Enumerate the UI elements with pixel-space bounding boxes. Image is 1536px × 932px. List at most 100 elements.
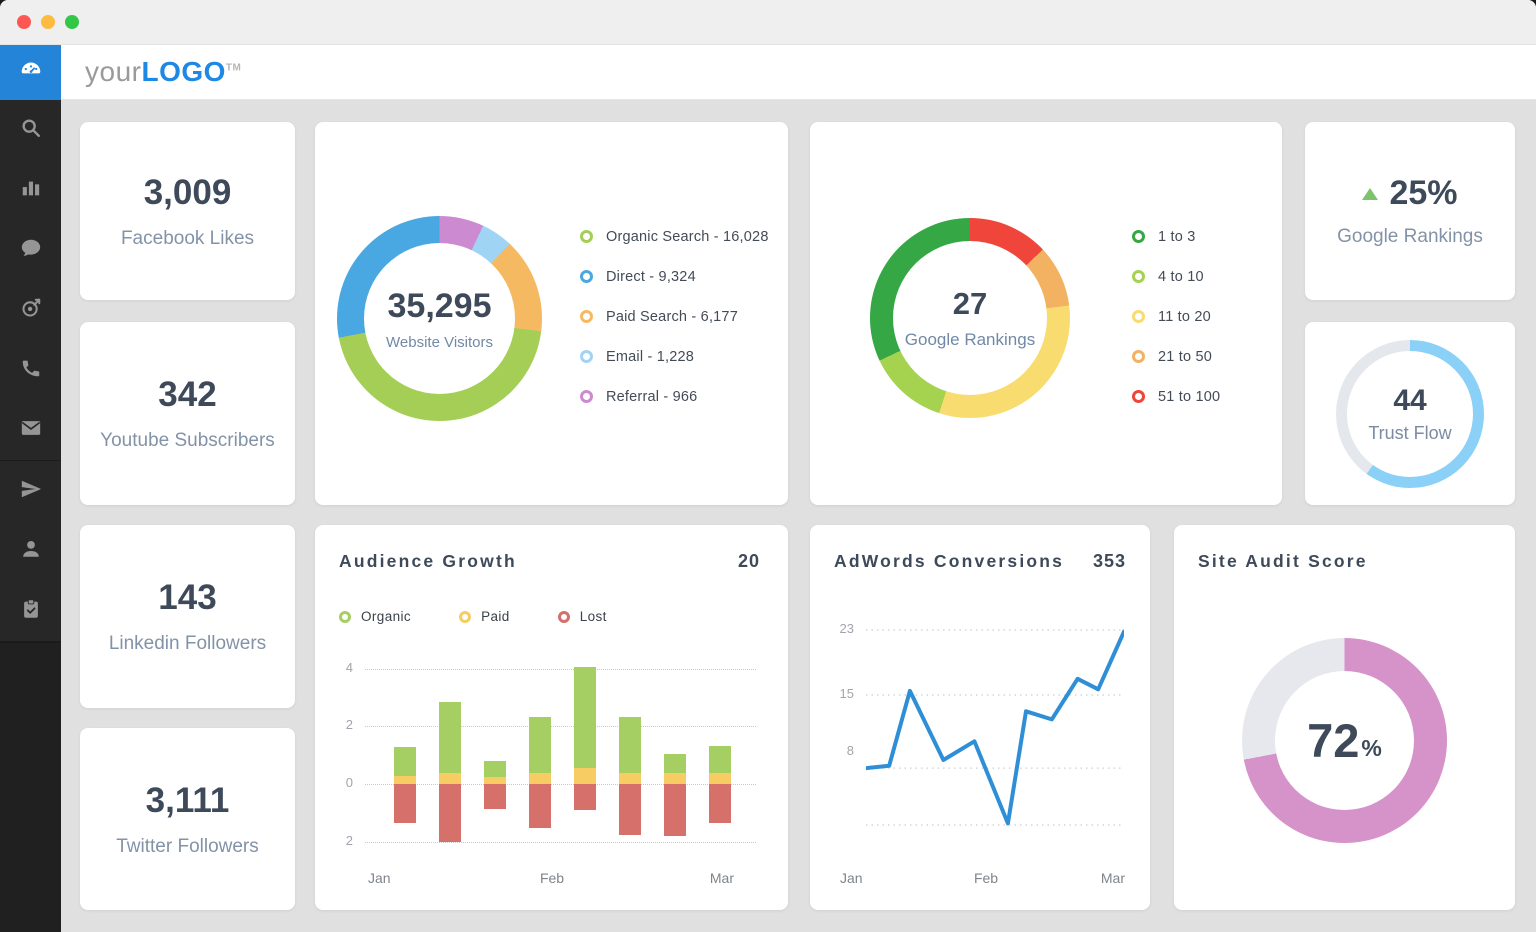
- bar-segment: [439, 784, 461, 843]
- audience-growth-value: 20: [737, 551, 760, 571]
- bar-segment: [574, 667, 596, 769]
- website-visitors-donut: 35,295 Website Visitors: [337, 216, 542, 421]
- sidebar: [0, 100, 61, 932]
- youtube-subscribers-value: 342: [158, 375, 217, 414]
- legend-text: 51 to 100: [1158, 388, 1221, 405]
- sidebar-item-analytics[interactable]: [0, 160, 61, 220]
- adwords-title: AdWords Conversions: [834, 551, 1065, 571]
- minimize-button[interactable]: [41, 15, 55, 29]
- bar-segment: [619, 716, 641, 774]
- bar-segment: [619, 773, 641, 785]
- legend-text: Organic Search - 16,028: [606, 228, 769, 245]
- dashboard-gauge-icon: [19, 58, 43, 87]
- facebook-likes-value: 3,009: [143, 172, 232, 212]
- logo: yourLOGOTM: [85, 56, 241, 88]
- legend-item: Lost: [557, 609, 607, 624]
- legend-ring-referral: [580, 390, 593, 403]
- phone-icon: [20, 357, 42, 384]
- titlebar: [0, 0, 1536, 45]
- bar-segment: [619, 784, 641, 835]
- sidebar-item-tasks[interactable]: [0, 581, 61, 641]
- legend-text: Lost: [579, 609, 607, 624]
- legend-text: 4 to 10: [1158, 268, 1204, 285]
- linkedin-followers-card: 143 Linkedin Followers: [80, 525, 295, 708]
- twitter-followers-label: Twitter Followers: [116, 835, 259, 857]
- legend-text: Direct - 9,324: [606, 268, 696, 285]
- sidebar-item-dashboard[interactable]: [0, 45, 61, 100]
- facebook-likes-card: 3,009 Facebook Likes: [80, 122, 295, 300]
- bar-segment: [484, 784, 506, 809]
- x-label-feb: Feb: [973, 870, 999, 886]
- x-label-mar: Mar: [1100, 870, 1125, 886]
- sidebar-item-chat[interactable]: [0, 220, 61, 280]
- site-audit-value: 72: [1307, 714, 1360, 767]
- bar-segment: [574, 784, 596, 811]
- legend-text: Referral - 966: [606, 388, 698, 405]
- facebook-likes-label: Facebook Likes: [120, 227, 255, 249]
- twitter-followers-value: 3,111: [145, 780, 230, 820]
- legend-text: 11 to 20: [1158, 308, 1211, 325]
- sidebar-item-goals[interactable]: [0, 280, 61, 340]
- linkedin-followers-value: 143: [158, 578, 217, 617]
- legend-item: Email - 1,228: [580, 346, 769, 367]
- sidebar-item-phone[interactable]: [0, 340, 61, 400]
- twitter-followers-card: 3,111 Twitter Followers: [80, 728, 295, 910]
- x-axis-labels: Jan Feb Mar: [810, 870, 1150, 890]
- site-audit-score-card: Site Audit Score 72 %: [1174, 525, 1515, 910]
- adwords-line-chart: [866, 629, 1124, 826]
- legend-ring-lost: [557, 610, 570, 623]
- google-rankings-card: 27 Google Rankings 1 to 3 4 to 10 11 to …: [810, 122, 1282, 505]
- sidebar-item-profile[interactable]: [0, 521, 61, 581]
- trend-up-icon: [1362, 187, 1379, 200]
- legend-text: Paid: [481, 609, 510, 624]
- bar-segment: [394, 746, 416, 776]
- close-button[interactable]: [17, 15, 31, 29]
- envelope-icon: [20, 417, 42, 444]
- bar-segment: [709, 773, 731, 785]
- bar-segment: [439, 701, 461, 773]
- sidebar-item-mail[interactable]: [0, 400, 61, 460]
- sidebar-divider: [0, 460, 61, 461]
- legend-text: 21 to 50: [1158, 348, 1213, 365]
- legend-ring-paid-search: [580, 310, 593, 323]
- legend-item: Paid: [459, 609, 510, 624]
- chat-bubble-icon: [20, 237, 42, 264]
- bar-segment: [529, 784, 551, 828]
- sidebar-divider: [0, 641, 61, 642]
- sidebar-item-send[interactable]: [0, 461, 61, 521]
- trust-flow-value: 44: [1393, 384, 1427, 417]
- google-rankings-label: Google Rankings: [904, 330, 1036, 349]
- legend-item: 21 to 50: [1132, 346, 1220, 367]
- legend-item: Direct - 9,324: [580, 266, 769, 287]
- y-axis-tick: 15: [839, 686, 854, 701]
- x-label-feb: Feb: [539, 870, 565, 886]
- legend-text: Email - 1,228: [606, 348, 695, 365]
- legend-ring-organic-search: [580, 230, 593, 243]
- legend-ring-email: [580, 350, 593, 363]
- trust-flow-ring: 44 Trust Flow: [1336, 340, 1484, 488]
- site-audit-ring: 72 %: [1242, 638, 1447, 843]
- donut-center: 27 Google Rankings: [893, 241, 1047, 395]
- legend-ring-direct: [580, 270, 593, 283]
- bar-segment: [484, 761, 506, 778]
- y-axis-tick: 23: [839, 621, 854, 636]
- website-visitors-total: 35,295: [387, 286, 492, 325]
- app-header: yourLOGOTM: [61, 45, 1536, 100]
- dashboard-content: 3,009 Facebook Likes 342 Youtube Subscri…: [61, 100, 1536, 932]
- website-visitors-label: Website Visitors: [386, 333, 493, 351]
- adwords-value: 353: [1092, 551, 1126, 571]
- trust-flow-card: 44 Trust Flow: [1305, 322, 1515, 505]
- legend-text: 1 to 3: [1158, 228, 1196, 245]
- gridline: [365, 842, 756, 844]
- google-rankings-donut: 27 Google Rankings: [870, 218, 1070, 418]
- x-label-mar: Mar: [709, 870, 734, 886]
- x-label-jan: Jan: [840, 870, 863, 886]
- google-rankings-count: 27: [952, 286, 988, 321]
- sidebar-item-search[interactable]: [0, 100, 61, 160]
- logo-prefix: your: [85, 56, 142, 87]
- sidebar-footer: [0, 642, 61, 932]
- fullscreen-button[interactable]: [65, 15, 79, 29]
- user-icon: [20, 538, 42, 565]
- adwords-conversions-card: AdWords Conversions 353 23 15 8 Jan Feb …: [810, 525, 1150, 910]
